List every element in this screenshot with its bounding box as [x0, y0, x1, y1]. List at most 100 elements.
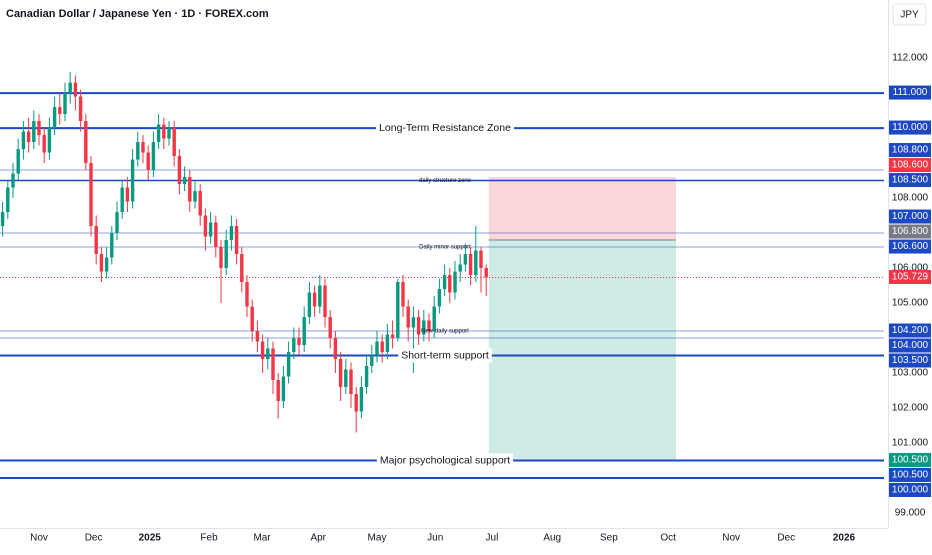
- price-label-box: [889, 224, 931, 239]
- price-label-text: 108.600: [892, 160, 929, 171]
- candle-body: [349, 369, 353, 394]
- level-note: Short-term support: [401, 349, 489, 361]
- candle-body: [219, 247, 223, 269]
- candle-body: [214, 222, 218, 248]
- candle-body: [58, 107, 62, 115]
- candle-body: [240, 254, 244, 283]
- candle-body: [32, 121, 36, 143]
- price-label-text: 106.800: [892, 226, 929, 237]
- x-tick-label: 2025: [139, 533, 162, 544]
- candle-body: [458, 264, 462, 272]
- y-tick-label: 102.000: [892, 403, 929, 414]
- level-note: Daily minor support: [419, 245, 471, 251]
- candle-body: [401, 282, 405, 307]
- x-tick-label: Apr: [310, 533, 326, 544]
- candle-body: [198, 191, 202, 216]
- candle-body: [99, 254, 104, 272]
- currency-label[interactable]: JPY: [900, 10, 919, 21]
- x-tick-label: 2026: [833, 533, 856, 544]
- candle-body: [188, 177, 192, 202]
- candle-body: [448, 275, 452, 293]
- candle-body: [177, 156, 182, 185]
- candle-body: [130, 159, 135, 202]
- price-label-box: [889, 209, 931, 224]
- candle-body: [312, 292, 317, 307]
- price-label-box: [889, 143, 931, 158]
- price-label-text: 103.500: [892, 355, 929, 366]
- last-price-text: 105.729: [892, 272, 929, 283]
- candle-body: [255, 331, 260, 342]
- candle-body: [234, 226, 239, 255]
- candle-body: [182, 177, 187, 185]
- candle-body: [6, 187, 10, 213]
- candle-body: [416, 317, 421, 335]
- currency-box[interactable]: [892, 3, 927, 26]
- candle-body: [302, 317, 306, 346]
- price-label-text: 110.000: [892, 122, 928, 133]
- candle-body: [167, 128, 171, 139]
- price-label-box: [889, 323, 931, 338]
- candle-body: [307, 292, 312, 318]
- price-label-text: 104.000: [892, 340, 929, 351]
- candle-body: [141, 142, 145, 153]
- candle-body: [156, 124, 161, 143]
- candle-body: [52, 107, 57, 129]
- stop-zone: [488, 177, 676, 241]
- candle-body: [333, 338, 338, 359]
- candle-body: [84, 121, 88, 164]
- price-label-box: [889, 158, 931, 173]
- candle-body: [63, 93, 67, 115]
- y-tick-label: 106.000: [892, 263, 929, 274]
- price-label-box: [889, 173, 931, 188]
- plot-area: Long-Term Resistance Zone daily structure…: [0, 72, 884, 479]
- y-tick-label: 101.000: [892, 438, 929, 449]
- price-label-text: 104.200: [892, 325, 929, 336]
- x-tick-label: Dec: [85, 533, 103, 544]
- price-label-text: 108.500: [892, 175, 929, 186]
- x-tick-label: Nov: [722, 533, 740, 544]
- level-note: Major psychological support: [380, 454, 510, 466]
- x-tick-label: Mar: [253, 533, 271, 544]
- candle-body: [468, 254, 473, 276]
- price-label-text: 100.500: [892, 455, 929, 466]
- candle-body: [385, 334, 390, 352]
- price-label-box: [889, 239, 931, 254]
- candle-body: [437, 289, 442, 307]
- y-tick-label: 99.000: [895, 508, 926, 519]
- price-label-text: 107.000: [892, 211, 929, 222]
- candle-body: [0, 212, 5, 227]
- candle-body: [276, 379, 280, 401]
- candle-body: [146, 152, 150, 171]
- x-tick-label: Dec: [777, 533, 795, 544]
- price-label-text: 100.000: [892, 485, 929, 496]
- y-tick-label: 105.000: [892, 298, 929, 309]
- candle-body: [47, 128, 52, 153]
- candle-body: [16, 149, 20, 174]
- level-note: New daily support: [421, 329, 469, 335]
- note-background: [398, 348, 492, 363]
- candle-body: [292, 338, 296, 352]
- x-tick-label: Feb: [200, 533, 218, 544]
- candle-body: [422, 320, 426, 335]
- candle-body: [208, 222, 213, 237]
- candle-body: [375, 341, 379, 356]
- price-label-text: 100.500: [892, 470, 929, 481]
- x-tick-label: Oct: [660, 533, 676, 544]
- candle-body: [344, 369, 348, 387]
- candle-body: [297, 338, 301, 346]
- candle-body: [136, 142, 140, 160]
- x-tick-label: Jul: [486, 533, 499, 544]
- x-tick-label: Jun: [427, 533, 443, 544]
- x-tick-label: Sep: [600, 533, 618, 544]
- price-label-box: [889, 338, 931, 353]
- candle-body: [427, 320, 431, 332]
- level-note: daily structure zone: [419, 178, 472, 184]
- candle-body: [78, 96, 83, 122]
- candle-body: [68, 82, 72, 94]
- candle-body: [318, 285, 322, 307]
- price-label-box: [889, 467, 931, 482]
- candle-body: [104, 257, 109, 272]
- candle-body: [21, 131, 26, 150]
- price-label-box: [889, 353, 931, 368]
